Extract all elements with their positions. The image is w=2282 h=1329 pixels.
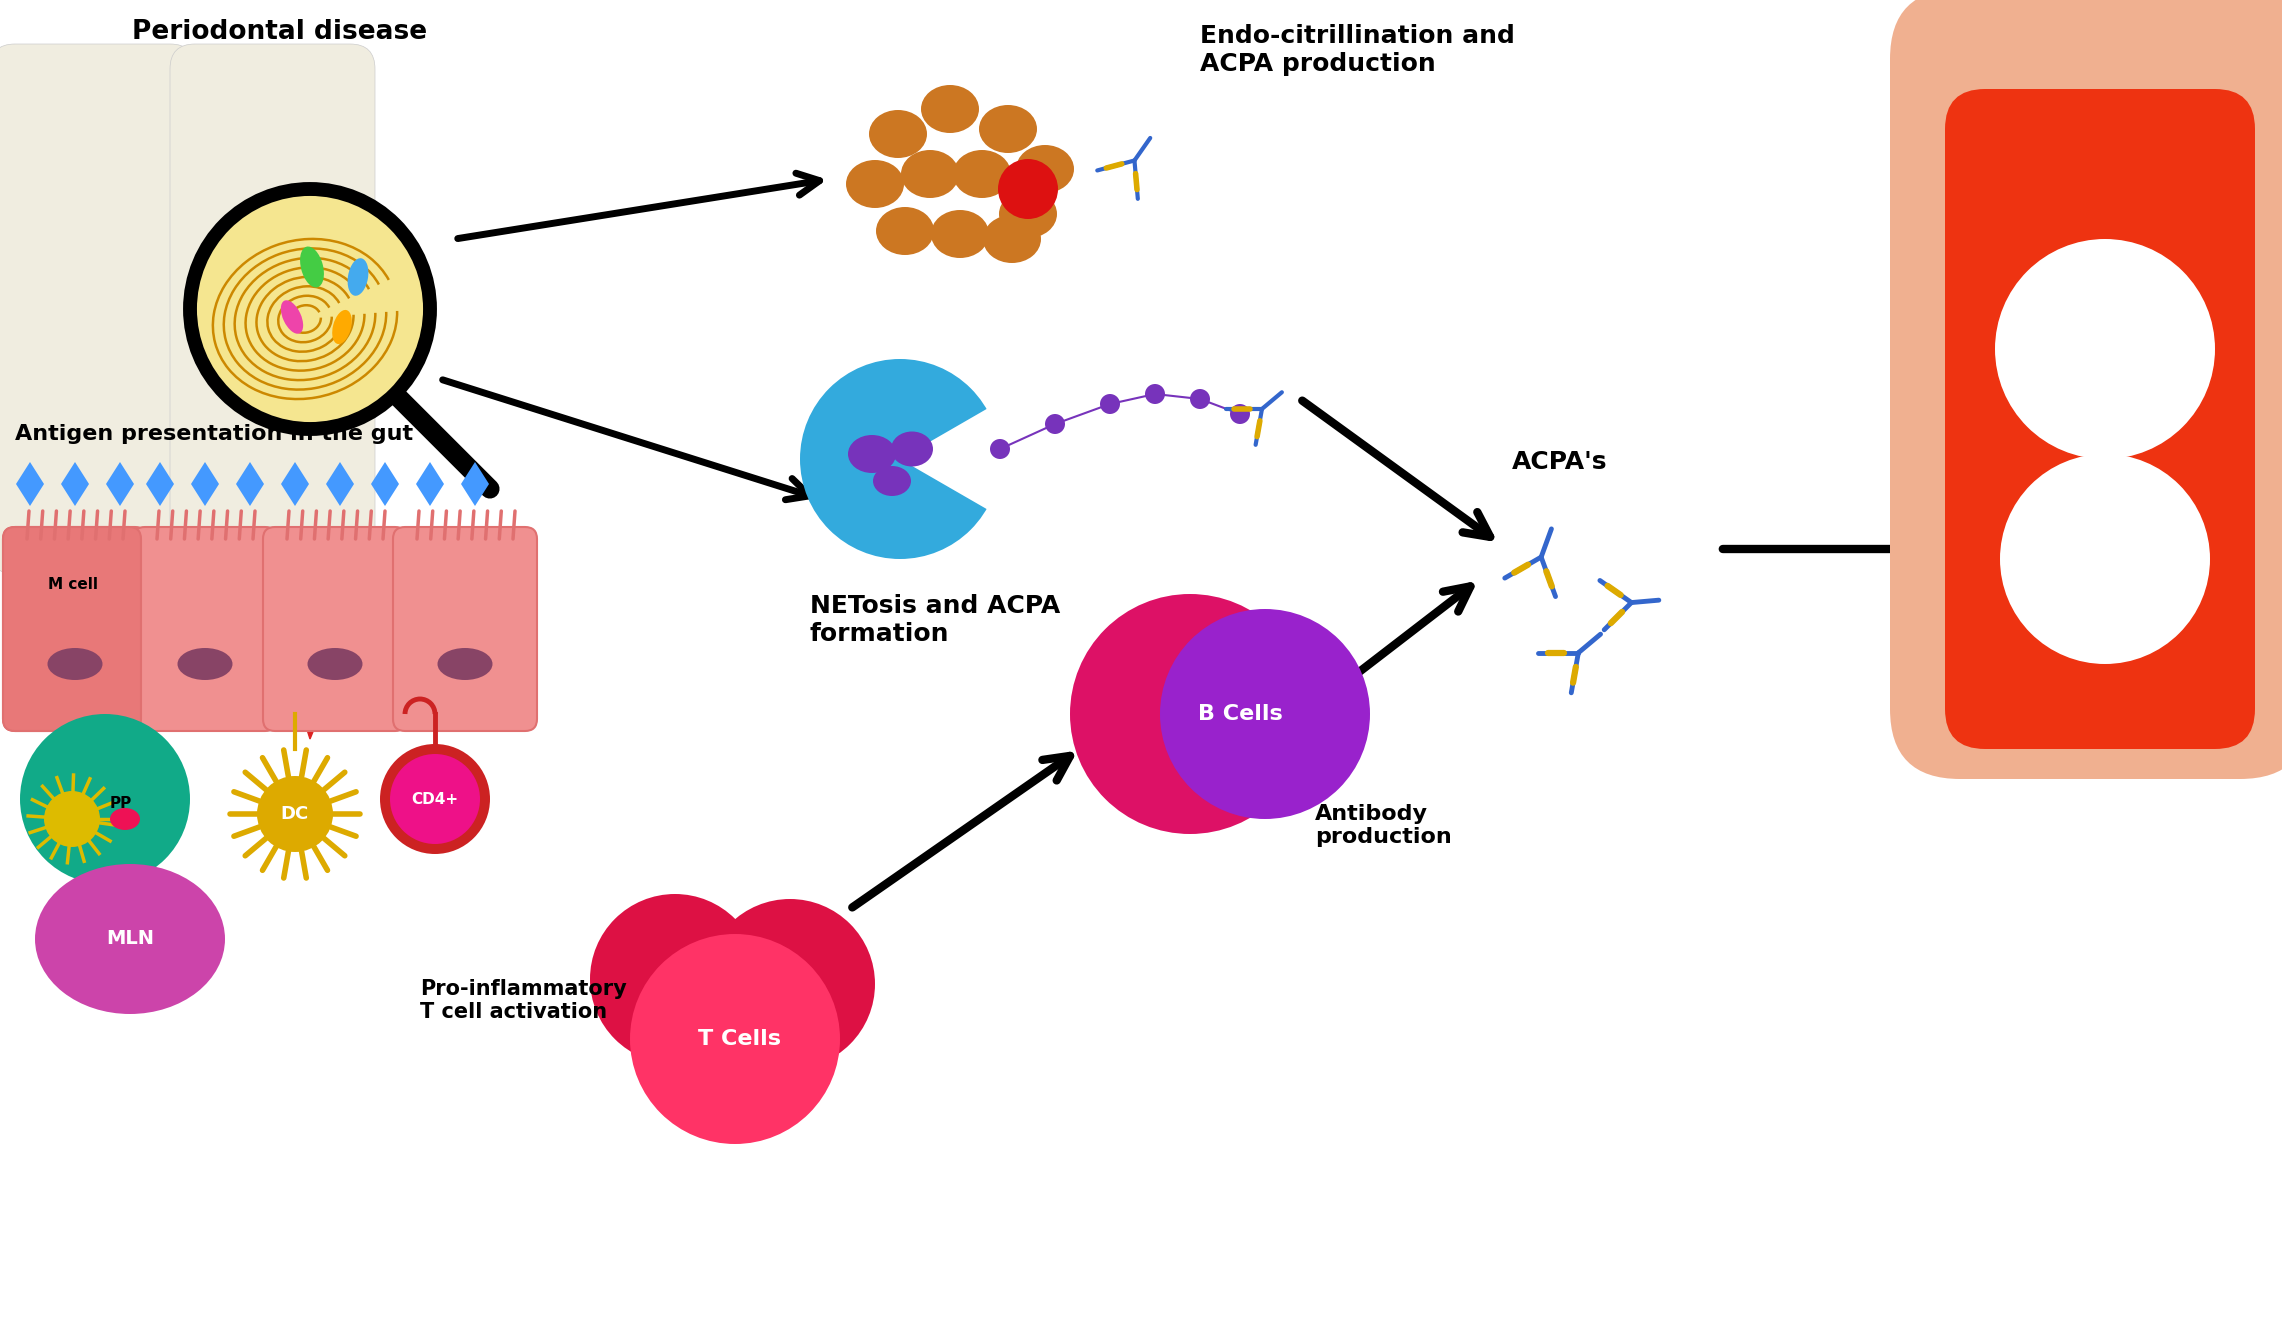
Polygon shape xyxy=(62,462,89,506)
Ellipse shape xyxy=(48,649,103,680)
FancyBboxPatch shape xyxy=(240,528,306,731)
Ellipse shape xyxy=(333,310,351,344)
Circle shape xyxy=(1070,594,1310,835)
FancyBboxPatch shape xyxy=(292,548,356,731)
Circle shape xyxy=(390,754,479,844)
FancyBboxPatch shape xyxy=(0,44,194,574)
Text: T Cells: T Cells xyxy=(698,1029,780,1049)
Ellipse shape xyxy=(849,435,897,473)
Text: Endo-citrillination and
ACPA production: Endo-citrillination and ACPA production xyxy=(1200,24,1515,76)
Ellipse shape xyxy=(874,466,911,496)
Ellipse shape xyxy=(308,649,363,680)
Ellipse shape xyxy=(931,210,988,258)
Ellipse shape xyxy=(438,649,493,680)
Ellipse shape xyxy=(847,159,904,209)
FancyBboxPatch shape xyxy=(59,528,126,731)
Text: Periodontal disease: Periodontal disease xyxy=(132,19,427,45)
Text: B Cells: B Cells xyxy=(1198,704,1282,724)
Circle shape xyxy=(1045,415,1066,435)
Polygon shape xyxy=(192,462,219,506)
Circle shape xyxy=(1189,389,1209,409)
Circle shape xyxy=(990,439,1011,459)
Circle shape xyxy=(997,159,1059,219)
Circle shape xyxy=(1159,609,1369,819)
Circle shape xyxy=(43,791,100,847)
Circle shape xyxy=(1999,455,2209,664)
Text: CD4+: CD4+ xyxy=(411,792,459,807)
Ellipse shape xyxy=(979,105,1036,153)
Ellipse shape xyxy=(901,150,958,198)
Polygon shape xyxy=(235,462,265,506)
FancyBboxPatch shape xyxy=(262,528,406,731)
Circle shape xyxy=(21,714,189,884)
Polygon shape xyxy=(16,462,43,506)
FancyBboxPatch shape xyxy=(194,548,258,731)
Text: PP: PP xyxy=(110,796,132,812)
Ellipse shape xyxy=(876,207,933,255)
Text: M cell: M cell xyxy=(48,577,98,591)
Circle shape xyxy=(1994,239,2216,459)
Text: DC: DC xyxy=(281,805,308,823)
FancyBboxPatch shape xyxy=(2,528,146,731)
Ellipse shape xyxy=(869,110,926,158)
Circle shape xyxy=(258,776,333,852)
Circle shape xyxy=(630,934,840,1144)
Polygon shape xyxy=(9,509,176,719)
Circle shape xyxy=(801,359,1000,560)
Circle shape xyxy=(381,744,491,855)
Circle shape xyxy=(1146,384,1166,404)
Ellipse shape xyxy=(281,300,304,334)
Circle shape xyxy=(1100,393,1120,415)
FancyBboxPatch shape xyxy=(2,528,141,731)
Ellipse shape xyxy=(178,649,233,680)
Wedge shape xyxy=(899,407,1004,512)
Text: ACPA's: ACPA's xyxy=(1513,451,1609,474)
Circle shape xyxy=(591,894,760,1065)
Ellipse shape xyxy=(1015,145,1075,193)
Polygon shape xyxy=(372,462,399,506)
Ellipse shape xyxy=(110,808,139,831)
Text: NETosis and ACPA
formation: NETosis and ACPA formation xyxy=(810,594,1061,646)
FancyBboxPatch shape xyxy=(169,44,374,574)
Ellipse shape xyxy=(954,150,1011,198)
Polygon shape xyxy=(146,462,173,506)
Ellipse shape xyxy=(1000,190,1057,238)
Text: MLN: MLN xyxy=(105,929,153,949)
FancyBboxPatch shape xyxy=(132,528,276,731)
Polygon shape xyxy=(415,462,445,506)
FancyBboxPatch shape xyxy=(112,548,178,731)
Polygon shape xyxy=(326,462,354,506)
Polygon shape xyxy=(281,462,308,506)
FancyBboxPatch shape xyxy=(1889,0,2282,779)
Text: Antigen presentation in the gut: Antigen presentation in the gut xyxy=(16,424,413,444)
Ellipse shape xyxy=(347,258,367,296)
FancyBboxPatch shape xyxy=(1944,89,2255,750)
Polygon shape xyxy=(461,462,488,506)
Text: Pro-inflammatory
T cell activation: Pro-inflammatory T cell activation xyxy=(420,979,628,1022)
Ellipse shape xyxy=(984,215,1041,263)
Ellipse shape xyxy=(890,432,933,466)
Polygon shape xyxy=(105,462,135,506)
Circle shape xyxy=(189,189,429,429)
FancyBboxPatch shape xyxy=(14,548,80,731)
Circle shape xyxy=(705,898,874,1069)
Ellipse shape xyxy=(922,85,979,133)
Ellipse shape xyxy=(299,246,324,287)
FancyBboxPatch shape xyxy=(393,528,536,731)
Circle shape xyxy=(1230,404,1251,424)
Polygon shape xyxy=(189,509,361,739)
Ellipse shape xyxy=(34,864,226,1014)
Text: Antibody
production: Antibody production xyxy=(1314,804,1451,847)
